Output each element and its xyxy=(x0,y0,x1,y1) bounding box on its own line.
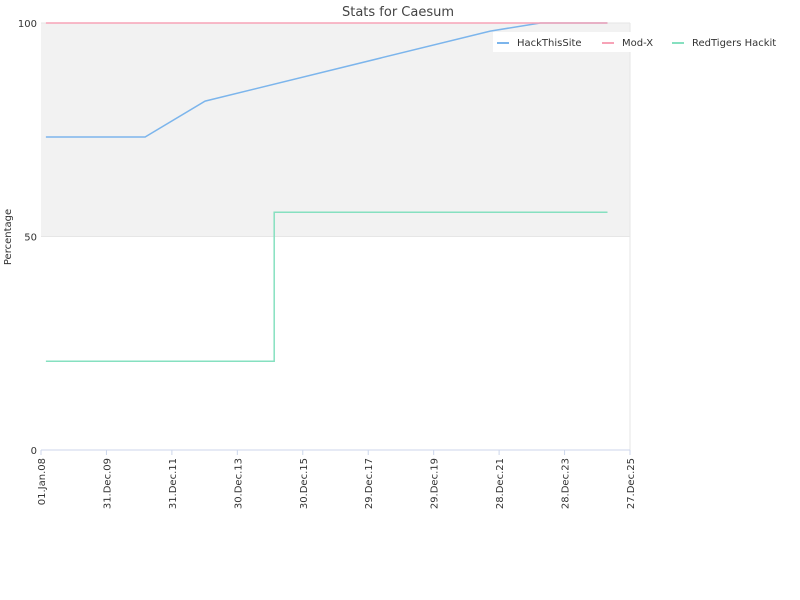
y-tick-label: 100 xyxy=(18,19,37,30)
x-tick-label: 29.Dec.19 xyxy=(430,458,441,509)
x-tick-label: 30.Dec.15 xyxy=(299,458,310,509)
x-tick-label: 29.Dec.17 xyxy=(364,458,375,509)
x-tick-label: 31.Dec.09 xyxy=(102,458,113,509)
legend-label: HackThisSite xyxy=(517,38,582,49)
series-line xyxy=(45,211,608,362)
x-tick-label: 28.Dec.23 xyxy=(561,458,572,509)
plot-band xyxy=(41,23,630,237)
x-tick-label: 27.Dec.25 xyxy=(626,458,637,509)
x-tick-label: 30.Dec.13 xyxy=(233,458,244,509)
y-tick-label: 0 xyxy=(31,446,37,457)
legend-box xyxy=(493,32,796,52)
legend-label: RedTigers Hackit xyxy=(692,38,776,49)
legend: HackThisSite Mod-X RedTigers Hackit xyxy=(493,32,796,52)
y-axis-label: Percentage xyxy=(3,209,14,265)
legend-label: Mod-X xyxy=(622,38,653,49)
y-tick-label: 50 xyxy=(24,233,37,244)
x-tick-label: 31.Dec.11 xyxy=(168,458,179,509)
chart-title: Stats for Caesum xyxy=(342,5,454,20)
x-tick-label: 28.Dec.21 xyxy=(495,458,506,509)
x-tick-label: 01.Jan.08 xyxy=(37,458,48,505)
